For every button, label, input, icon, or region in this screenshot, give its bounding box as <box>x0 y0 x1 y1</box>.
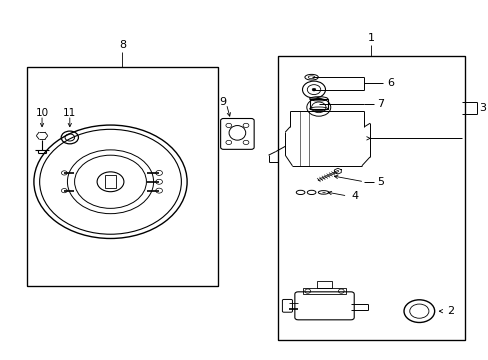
Bar <box>27 67 218 286</box>
Text: 6: 6 <box>386 78 393 89</box>
Text: 1: 1 <box>367 33 374 43</box>
Text: 9: 9 <box>219 97 226 107</box>
Bar <box>27 67 218 286</box>
Text: 5: 5 <box>377 177 384 187</box>
Bar <box>278 56 464 339</box>
Bar <box>309 99 327 109</box>
Text: 10: 10 <box>36 108 48 118</box>
Bar <box>317 281 331 288</box>
Text: 4: 4 <box>350 191 358 201</box>
Bar <box>278 56 464 339</box>
Text: 7: 7 <box>377 99 384 109</box>
Circle shape <box>311 88 315 91</box>
Text: 3: 3 <box>479 103 486 113</box>
Bar <box>104 175 116 188</box>
Bar <box>303 288 346 294</box>
Text: 11: 11 <box>63 108 76 118</box>
Text: 8: 8 <box>119 40 126 50</box>
Text: 2: 2 <box>446 306 453 316</box>
